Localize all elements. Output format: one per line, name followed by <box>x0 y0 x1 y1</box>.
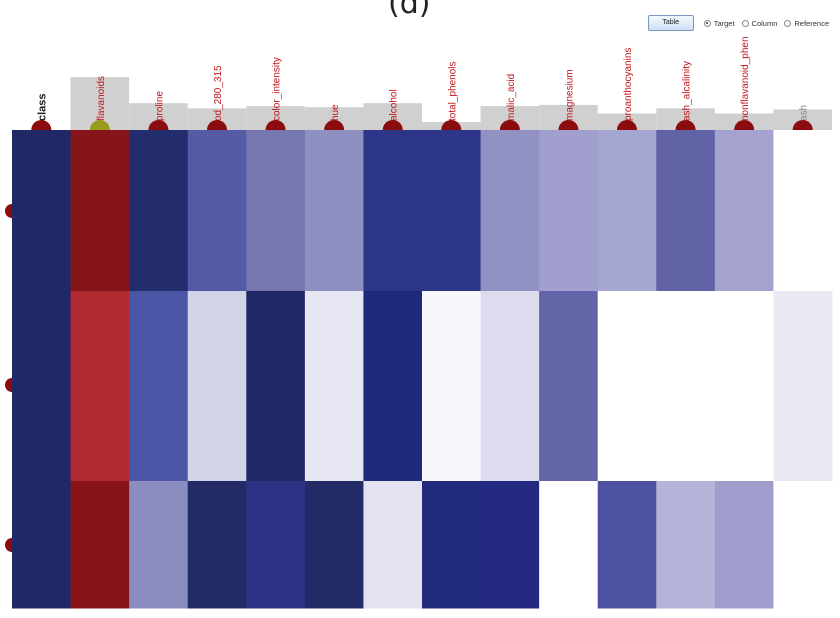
panel-label: (d) <box>388 0 431 21</box>
column-label-class[interactable]: class <box>36 93 48 121</box>
radio-target-label: Target <box>713 18 735 28</box>
column-bar-hue <box>304 107 364 130</box>
column-label-hue[interactable]: hue <box>330 104 341 121</box>
heatmap-cell-r2-malic_acid <box>480 291 540 482</box>
column-bar-ash <box>773 109 832 130</box>
heatmap-cell-r1-flavanoids <box>70 130 130 292</box>
column-bar-color_intensity <box>246 106 305 130</box>
column-marker-malic_acid[interactable] <box>499 120 520 130</box>
heatmap-cell-r1-hue <box>304 130 364 292</box>
column-marker-flavanoids[interactable] <box>89 120 110 130</box>
heatmap-cell-r2-proanthocyanins <box>597 291 657 482</box>
column-marker-magnesium[interactable] <box>558 120 579 130</box>
heatmap-cell-r1-alcohol <box>363 130 423 292</box>
column-label-malic_acid[interactable]: malic_acid <box>506 74 517 121</box>
heatmap-cell-r1-total_phenols <box>422 130 482 292</box>
column-marker-proanthocyanins[interactable] <box>617 120 637 130</box>
heatmap-cell-r3-proanthocyanins <box>597 481 657 609</box>
column-marker-proline[interactable] <box>148 120 169 130</box>
column-label-ash[interactable]: ash <box>799 105 810 121</box>
heatmap-cell-r1-proline <box>129 130 189 292</box>
column-marker-ash_alcalinity[interactable] <box>675 120 696 130</box>
heatmap-cell-r3-hue <box>304 481 364 609</box>
column-label-flavanoids[interactable]: flavanoids <box>96 76 107 121</box>
column-bar-od_280_315 <box>187 108 247 130</box>
heatmap-cell-r1-nonflavanoid_phen <box>714 130 774 292</box>
heatmap-cell-r1-class <box>12 130 72 292</box>
column-label-proline[interactable]: proline <box>154 91 165 121</box>
radio-column[interactable]: Column <box>741 18 778 28</box>
heatmap-cell-r2-flavanoids <box>70 291 130 482</box>
column-marker-nonflavanoid_phen[interactable] <box>734 120 755 130</box>
heatmap-cell-r2-od_280_315 <box>187 291 247 482</box>
heatmap-cell-r3-od_280_315 <box>187 481 247 609</box>
column-label-nonflavanoid_phen[interactable]: nonflavanoid_phen <box>740 36 751 121</box>
radio-reference-label: Reference <box>794 18 829 28</box>
column-bar-ash_alcalinity <box>656 108 715 130</box>
column-label-proanthocyanins[interactable]: proanthocyanins <box>623 48 634 121</box>
heatmap-cell-r2-nonflavanoid_phen <box>714 291 774 482</box>
radio-target-dot[interactable] <box>703 19 711 27</box>
column-label-ash_alcalinity[interactable]: ash_alcalinity <box>682 61 693 121</box>
heatmap-cell-r1-malic_acid <box>480 130 540 292</box>
heatmap-cell-r3-color_intensity <box>246 481 306 609</box>
radio-reference-dot[interactable] <box>784 19 792 27</box>
row-marker-1[interactable] <box>5 204 12 218</box>
heatmap-cell-r3-ash <box>773 481 833 609</box>
row-marker-2[interactable] <box>5 378 12 392</box>
heatmap-cell-r1-magnesium <box>539 130 599 292</box>
radio-reference[interactable]: Reference <box>784 19 829 28</box>
heatmap-cell-r3-nonflavanoid_phen <box>714 481 774 609</box>
column-marker-ash[interactable] <box>792 120 813 130</box>
column-marker-class[interactable] <box>31 120 52 130</box>
heatmap-cell-r3-magnesium <box>539 481 599 609</box>
row-marker-3[interactable] <box>5 538 12 552</box>
radio-target[interactable]: Target <box>703 18 735 28</box>
radio-column-dot[interactable] <box>741 19 749 27</box>
column-marker-od_280_315[interactable] <box>207 120 227 130</box>
column-label-color_intensity[interactable]: color_intensity <box>272 57 283 121</box>
heatmap-cell-r2-magnesium <box>539 291 599 482</box>
column-label-alcohol[interactable]: alcohol <box>389 89 400 121</box>
heatmap-cell-r3-proline <box>129 481 189 609</box>
heatmap-cell-r3-ash_alcalinity <box>656 481 716 609</box>
column-marker-hue[interactable] <box>324 120 345 130</box>
heatmap-cell-r3-class <box>12 481 72 609</box>
heatmap-cell-r3-malic_acid <box>480 481 540 609</box>
heatmap-cell-r2-ash <box>773 291 833 482</box>
heatmap-cell-r1-color_intensity <box>246 130 306 292</box>
heatmap-cell-r2-hue <box>304 291 364 482</box>
heatmap-cell-r2-proline <box>129 291 189 482</box>
heatmap-cell-r1-proanthocyanins <box>597 130 657 292</box>
heatmap-cell-r2-ash_alcalinity <box>656 291 716 482</box>
heatmap-cell-r3-alcohol <box>363 481 423 609</box>
toolbar: Table Target Column Reference <box>647 14 836 32</box>
heatmap-cell-r1-od_280_315 <box>187 130 247 292</box>
column-marker-total_phenols[interactable] <box>441 120 462 130</box>
column-bar-malic_acid <box>480 106 540 130</box>
column-label-total_phenols[interactable]: total_phenols <box>447 62 458 122</box>
heatmap-cell-r1-ash <box>773 130 833 292</box>
heatmap-cell-r1-ash_alcalinity <box>656 130 716 292</box>
heatmap-cell-r2-color_intensity <box>246 291 306 482</box>
heatmap-cell-r2-class <box>12 291 72 482</box>
table-button[interactable]: Table <box>647 15 694 31</box>
heatmap-cell-r2-alcohol <box>363 291 423 482</box>
heatmap-cell-r3-total_phenols <box>422 481 482 609</box>
column-marker-color_intensity[interactable] <box>265 120 286 130</box>
column-label-magnesium[interactable]: magnesium <box>564 69 575 121</box>
heatmap-cell-r2-total_phenols <box>422 291 482 482</box>
radio-column-label: Column <box>751 18 778 28</box>
heatmap-cell-r3-flavanoids <box>70 481 130 609</box>
column-marker-alcohol[interactable] <box>382 120 403 130</box>
column-label-od_280_315[interactable]: od_280_315 <box>213 65 224 121</box>
